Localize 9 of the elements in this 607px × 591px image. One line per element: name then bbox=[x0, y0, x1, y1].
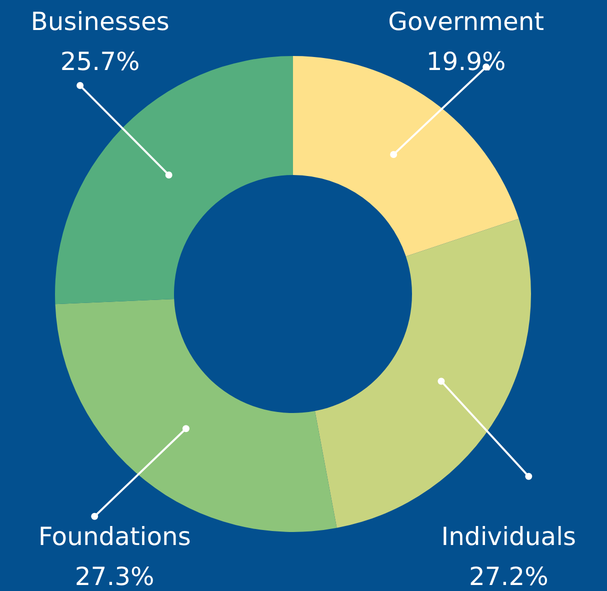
slice-label: Government bbox=[388, 7, 544, 36]
data-label: 19.9% bbox=[426, 47, 506, 76]
donut-slice bbox=[314, 218, 531, 528]
data-label: 27.2% bbox=[468, 562, 548, 591]
slice-label: Individuals bbox=[441, 522, 576, 551]
data-label: 25.7% bbox=[60, 47, 140, 76]
slice-label: Businesses bbox=[30, 7, 170, 36]
slice-label: Foundations bbox=[38, 522, 191, 551]
data-label: 27.3% bbox=[74, 562, 154, 591]
